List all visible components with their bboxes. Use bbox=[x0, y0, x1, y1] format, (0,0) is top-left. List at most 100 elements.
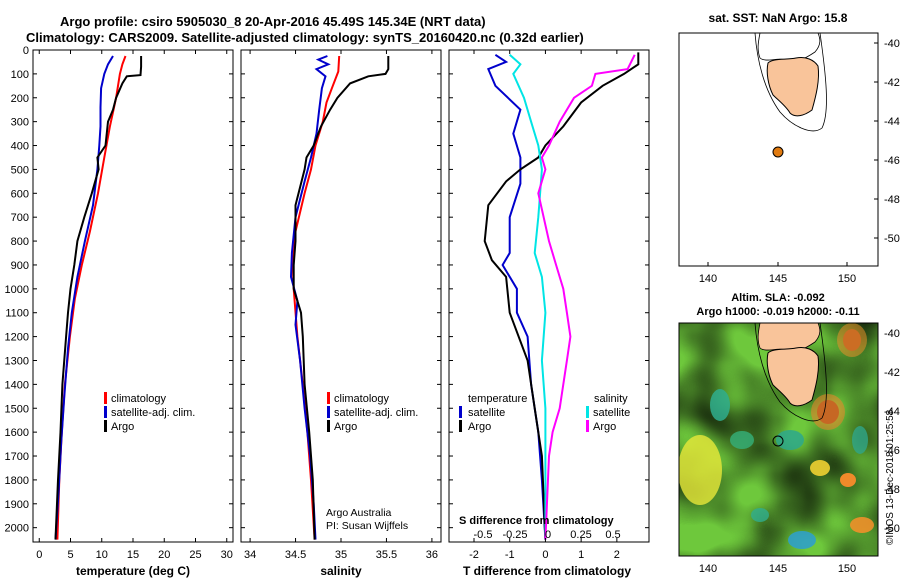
x-tick-label: 36 bbox=[426, 549, 438, 561]
y-tick-label: 800 bbox=[11, 236, 29, 248]
sla-map-yticks: -40 -42 -44 -46 -48 -50 bbox=[884, 328, 900, 535]
x-tick-label: 1 bbox=[578, 549, 584, 561]
x-tick-label: 35.5 bbox=[376, 549, 397, 561]
map-ytick: -50 bbox=[884, 233, 900, 245]
legend-title-salinity: salinity bbox=[594, 393, 628, 405]
map-xtick: 140 bbox=[699, 273, 717, 285]
top-tick: 0.5 bbox=[605, 529, 620, 541]
tasmania-land bbox=[766, 347, 819, 407]
x-tick-label: 34.5 bbox=[285, 549, 306, 561]
y-tick-label: 1300 bbox=[5, 355, 29, 367]
legend-label-t-argo: Argo bbox=[468, 421, 491, 433]
x-tick-label: 30 bbox=[221, 549, 233, 561]
map-xtick: 145 bbox=[769, 563, 787, 575]
legend-swatch-satellite bbox=[104, 406, 107, 418]
legend-swatch-argo bbox=[104, 420, 107, 432]
temperature-panel: 0 5 10 15 20 25 30 0 100 200 300 400 500 600 700 800 90… bbox=[5, 45, 234, 578]
salinity-legend: climatology satellite-adj. clim. Argo bbox=[327, 392, 418, 433]
sst-map-xticks: 140 145 150 bbox=[699, 273, 856, 285]
y-tick-label: 0 bbox=[23, 45, 29, 57]
x-tick-label: -1 bbox=[505, 549, 515, 561]
difference-top-ticks: -0.5 -0.25 0 0.25 0.5 bbox=[474, 529, 621, 541]
x-tick-label: -2 bbox=[469, 549, 479, 561]
y-tick-label: 500 bbox=[11, 164, 29, 176]
map-ytick: -42 bbox=[884, 77, 900, 89]
legend-swatch-s-argo bbox=[586, 420, 589, 432]
difference-legend-salinity: salinity satellite Argo bbox=[586, 393, 630, 433]
legend-swatch-t-satellite bbox=[459, 406, 462, 418]
y-tick-label: 1500 bbox=[5, 403, 29, 415]
argo-float-marker bbox=[772, 146, 784, 158]
legend-label-satellite: satellite-adj. clim. bbox=[334, 407, 418, 419]
series-line-satellite-adj-clim- bbox=[289, 55, 331, 540]
y-tick-label: 1900 bbox=[5, 499, 29, 511]
x-tick-label: 25 bbox=[189, 549, 201, 561]
map-xtick: 140 bbox=[699, 563, 717, 575]
difference-panel: -2 -1 0 1 2 S difference from climatology -0… bbox=[448, 49, 650, 578]
legend-label-climatology: climatology bbox=[334, 393, 390, 405]
map-ytick: -48 bbox=[884, 194, 900, 206]
legend-label-climatology: climatology bbox=[111, 393, 167, 405]
sst-map-yticks: -40 -42 -44 -46 -48 -50 bbox=[884, 38, 900, 245]
y-tick-label: 200 bbox=[11, 93, 29, 105]
legend-label-argo: Argo bbox=[334, 421, 357, 433]
y-tick-label: 1700 bbox=[5, 451, 29, 463]
x-tick-label: 2 bbox=[614, 549, 620, 561]
map-xtick: 150 bbox=[838, 563, 856, 575]
legend-swatch-climatology bbox=[327, 392, 330, 404]
difference-legend-temperature: temperature satellite Argo bbox=[459, 393, 527, 433]
legend-label-s-satellite: satellite bbox=[593, 407, 630, 419]
map-ytick: -46 bbox=[884, 155, 900, 167]
x-tick-label: 34 bbox=[244, 549, 256, 561]
argo-float-marker bbox=[772, 435, 784, 447]
credit-line2: PI: Susan Wijffels bbox=[326, 520, 408, 532]
legend-label-satellite: satellite-adj. clim. bbox=[111, 407, 195, 419]
map-ytick: -44 bbox=[884, 116, 900, 128]
salinity-xlabel: salinity bbox=[320, 564, 362, 578]
map-ytick: -44 bbox=[884, 406, 900, 418]
series-line-satellite-adj-clim- bbox=[54, 55, 114, 540]
y-tick-label: 2000 bbox=[5, 523, 29, 535]
difference-top-xlabel: S difference from climatology bbox=[459, 515, 615, 527]
temperature-xlabel: temperature (deg C) bbox=[76, 564, 190, 578]
series-line-s-satellite bbox=[509, 54, 547, 540]
sst-map-title: sat. SST: NaN Argo: 15.8 bbox=[709, 11, 848, 25]
x-tick-label: 5 bbox=[67, 549, 73, 561]
legend-swatch-satellite bbox=[327, 406, 330, 418]
temperature-legend: climatology satellite-adj. clim. Argo bbox=[104, 392, 195, 433]
top-tick: 0 bbox=[545, 529, 551, 541]
legend-swatch-t-argo bbox=[459, 420, 462, 432]
difference-xlabel: T difference from climatology bbox=[463, 564, 631, 578]
legend-swatch-climatology bbox=[104, 392, 107, 404]
sla-map-title-line2: Argo h1000: -0.019 h2000: -0.11 bbox=[696, 306, 859, 318]
credit-line1: Argo Australia bbox=[326, 507, 392, 519]
legend-label-s-argo: Argo bbox=[593, 421, 616, 433]
series-line-argo bbox=[54, 56, 143, 540]
y-tick-label: 1100 bbox=[5, 308, 29, 320]
map-ytick: -50 bbox=[884, 523, 900, 535]
map-ytick: -46 bbox=[884, 445, 900, 457]
sla-map-xticks: 140 145 150 bbox=[699, 563, 856, 575]
top-tick: -0.5 bbox=[474, 529, 493, 541]
coastline-contour bbox=[754, 32, 827, 132]
x-tick-label: 0 bbox=[36, 549, 42, 561]
temperature-axes bbox=[32, 49, 234, 543]
top-tick: -0.25 bbox=[502, 529, 527, 541]
y-tick-label: 900 bbox=[11, 260, 29, 272]
series-line-t-argo bbox=[483, 52, 640, 540]
x-tick-label: 15 bbox=[127, 549, 139, 561]
sst-map: sat. SST: NaN Argo: 15.8 -40 -42 -44 -46… bbox=[678, 11, 900, 285]
y-tick-label: 300 bbox=[11, 117, 29, 129]
watermark: ©IMOS 13-Dec-2018 01:25:58 bbox=[885, 409, 896, 545]
salinity-panel: 34 34.5 35 35.5 36 salinity climatology sate… bbox=[240, 49, 442, 578]
map-xtick: 150 bbox=[838, 273, 856, 285]
sla-map-title-line1: Altim. SLA: -0.092 bbox=[731, 292, 825, 304]
y-tick-label: 1800 bbox=[5, 475, 29, 487]
y-tick-label: 1400 bbox=[5, 379, 29, 391]
legend-title-temperature: temperature bbox=[468, 393, 527, 405]
legend-label-t-satellite: satellite bbox=[468, 407, 505, 419]
legend-label-argo: Argo bbox=[111, 421, 134, 433]
tasmania-land bbox=[766, 57, 819, 117]
x-tick-label: 35 bbox=[335, 549, 347, 561]
